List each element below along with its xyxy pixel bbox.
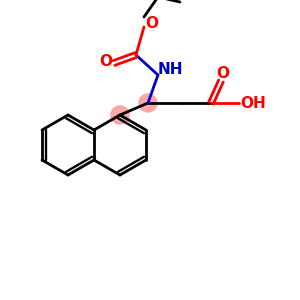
Text: O: O — [217, 65, 230, 80]
Text: O: O — [100, 53, 112, 68]
Text: OH: OH — [240, 95, 266, 110]
Circle shape — [111, 106, 129, 124]
Circle shape — [139, 94, 157, 112]
Text: O: O — [146, 16, 158, 31]
Text: NH: NH — [157, 62, 183, 77]
